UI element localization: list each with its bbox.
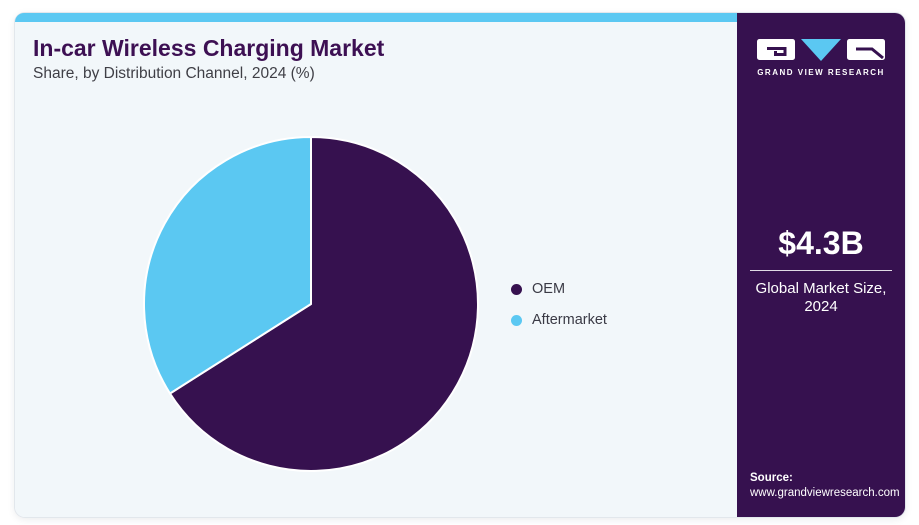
market-size-label: Global Market Size, 2024 <box>755 280 887 315</box>
pie-slice-oem <box>169 136 479 472</box>
legend-label: OEM <box>532 281 566 297</box>
source-label: Source: <box>750 472 793 484</box>
accent-bar <box>15 13 737 22</box>
legend-swatch-aftermarket-icon <box>511 314 522 326</box>
source-url: www.grandviewresearch.com <box>750 487 900 499</box>
market-size-block: $4.3B Global Market Size, 2024 <box>737 225 905 315</box>
pie-chart <box>143 136 479 472</box>
pie-slice-aftermarket <box>143 136 312 395</box>
gvr-logo: GRAND VIEW RESEARCH <box>737 39 905 77</box>
infographic-card: In-car Wireless Charging Market Share, b… <box>15 13 905 517</box>
page-title: In-car Wireless Charging Market <box>33 35 385 61</box>
market-size-value: $4.3B <box>778 225 864 261</box>
page-subtitle: Share, by Distribution Channel, 2024 (%) <box>33 65 315 82</box>
legend-item: Aftermarket <box>511 309 607 331</box>
chart-panel: In-car Wireless Charging Market Share, b… <box>15 13 737 517</box>
legend-swatch-oem-icon <box>511 283 522 295</box>
gvr-logo-wordmark: GRAND VIEW RESEARCH <box>757 68 885 77</box>
logo-r-block-icon <box>847 39 885 60</box>
source-block: Source: www.grandviewresearch.com <box>750 472 900 499</box>
legend-item: OEM <box>511 278 607 300</box>
legend: OEM Aftermarket <box>511 278 607 331</box>
logo-v-triangle-icon <box>801 39 841 61</box>
sidebar: GRAND VIEW RESEARCH $4.3B Global Market … <box>737 13 905 517</box>
legend-label: Aftermarket <box>532 312 607 328</box>
logo-g-block-icon <box>757 39 795 60</box>
stat-divider <box>750 270 892 271</box>
gvr-logo-icon <box>757 39 885 61</box>
